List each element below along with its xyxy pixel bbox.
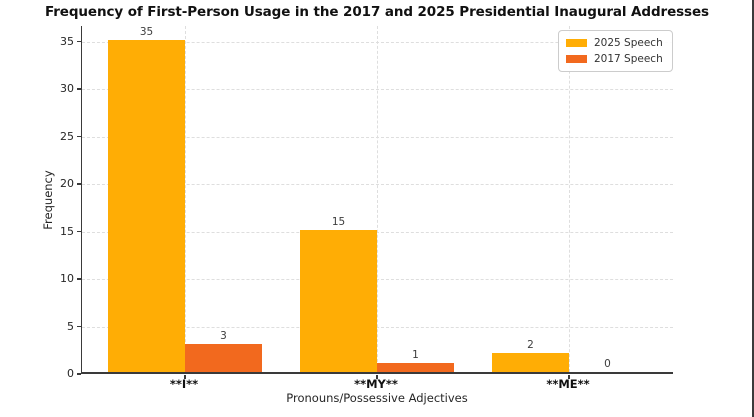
y-tick-label: 10 xyxy=(60,272,74,286)
y-tick-label: 20 xyxy=(60,177,74,191)
legend-entry: 2017 Speech xyxy=(566,51,663,67)
x-tick-mark xyxy=(376,375,378,379)
bar-2025-ME xyxy=(492,353,569,372)
bar-2025-I xyxy=(108,39,185,372)
x-tick-mark xyxy=(184,375,186,379)
x-tick-label: **ME** xyxy=(546,377,590,391)
x-tick-label: **MY** xyxy=(354,377,398,391)
y-tick-label: 30 xyxy=(60,82,74,96)
screenshot-right-edge-line xyxy=(752,0,754,417)
y-tick-mark xyxy=(77,183,81,185)
y-tick-mark xyxy=(77,278,81,280)
y-tick-label: 0 xyxy=(67,367,74,380)
x-tick-mark xyxy=(568,375,570,379)
bar-value-label: 1 xyxy=(412,348,419,361)
y-tick-label: 35 xyxy=(60,34,74,48)
y-tick-mark xyxy=(77,325,81,328)
legend-swatch xyxy=(566,55,587,63)
y-tick-label: 25 xyxy=(60,129,74,143)
bar-value-label: 0 xyxy=(604,358,611,370)
v-gridline xyxy=(569,26,570,372)
bar-value-label: 15 xyxy=(331,215,346,228)
bar-value-label: 3 xyxy=(220,329,227,342)
y-tick-label: 15 xyxy=(60,224,74,238)
legend-entry: 2025 Speech xyxy=(566,35,663,51)
legend: 2025 Speech 2017 Speech xyxy=(558,30,673,72)
legend-entry-label: 2017 Speech xyxy=(594,53,663,65)
y-tick-mark xyxy=(77,88,81,90)
legend-entry-label: 2025 Speech xyxy=(594,37,663,49)
bar-value-label: 35 xyxy=(139,25,154,38)
y-tick-label: 5 xyxy=(67,319,74,333)
v-gridline xyxy=(185,26,186,372)
y-tick-mark xyxy=(77,373,81,375)
chart-title: Frequency of First-Person Usage in the 2… xyxy=(44,4,709,20)
v-gridline xyxy=(377,26,378,372)
bar-2017-I xyxy=(185,343,262,372)
bar-2025-MY xyxy=(300,229,377,372)
y-tick-mark xyxy=(77,40,81,43)
bar-value-label: 2 xyxy=(527,339,534,351)
bar-2017-MY xyxy=(377,362,454,372)
y-tick-mark xyxy=(77,230,81,233)
x-axis-title: Pronouns/Possessive Adjectives xyxy=(286,391,468,405)
y-tick-mark xyxy=(77,135,81,138)
x-tick-label: **I** xyxy=(169,377,199,391)
legend-swatch xyxy=(566,39,587,47)
y-axis-title: Frequency xyxy=(41,170,55,230)
plot-area: 35 15 2 3 1 0 xyxy=(81,26,673,374)
